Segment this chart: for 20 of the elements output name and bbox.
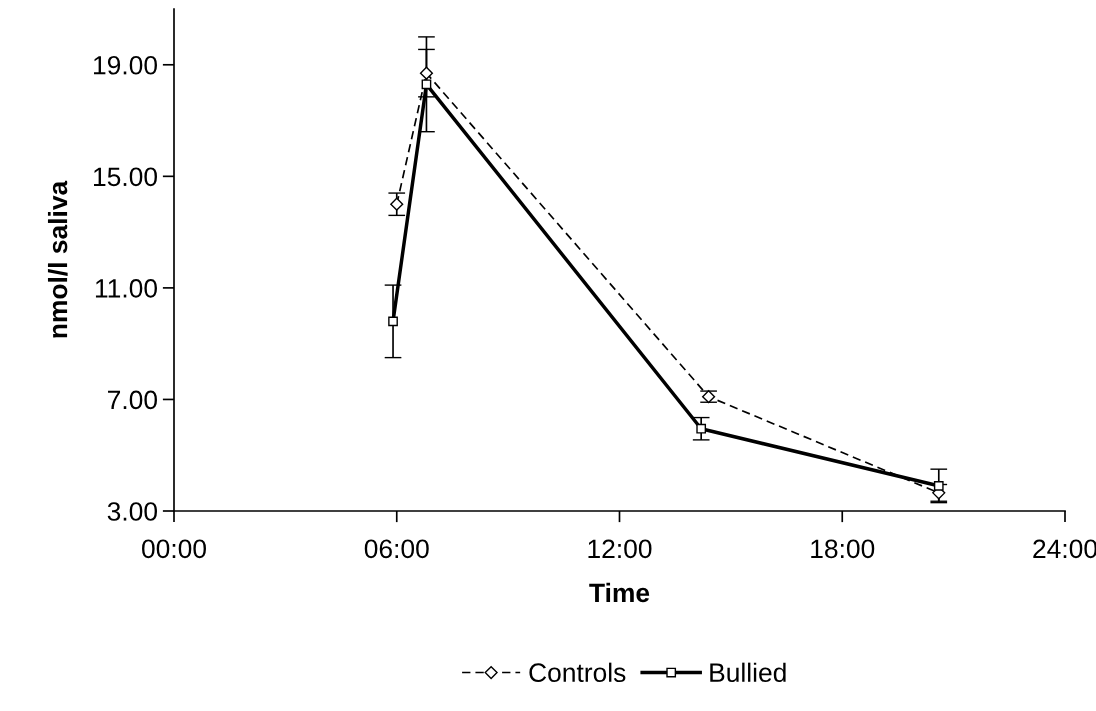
x-tick-label: 24:00: [1033, 539, 1096, 559]
y-tick-label: 19.00: [94, 55, 157, 75]
x-tick-label: 06:00: [364, 539, 429, 559]
x-axis-title: Time: [589, 582, 650, 603]
x-tick-label: 00:00: [142, 539, 206, 559]
y-tick-label: 15.00: [94, 167, 157, 187]
y-tick-label: 7.00: [108, 390, 157, 410]
x-tick-label: 18:00: [811, 539, 875, 559]
y-tick-label: 3.00: [107, 502, 157, 521]
point: [933, 481, 944, 491]
point: [390, 197, 404, 211]
y-tick-label: 11.00: [95, 279, 157, 298]
legend-label: Controls: [529, 662, 626, 683]
x-tick-label: 12:00: [588, 539, 652, 559]
point: [421, 79, 432, 90]
point: [419, 66, 434, 80]
point: [388, 316, 398, 327]
y-axis-title: nmol/l saliva: [47, 180, 68, 338]
point: [696, 423, 707, 434]
legend-label: Bullied: [710, 662, 786, 683]
